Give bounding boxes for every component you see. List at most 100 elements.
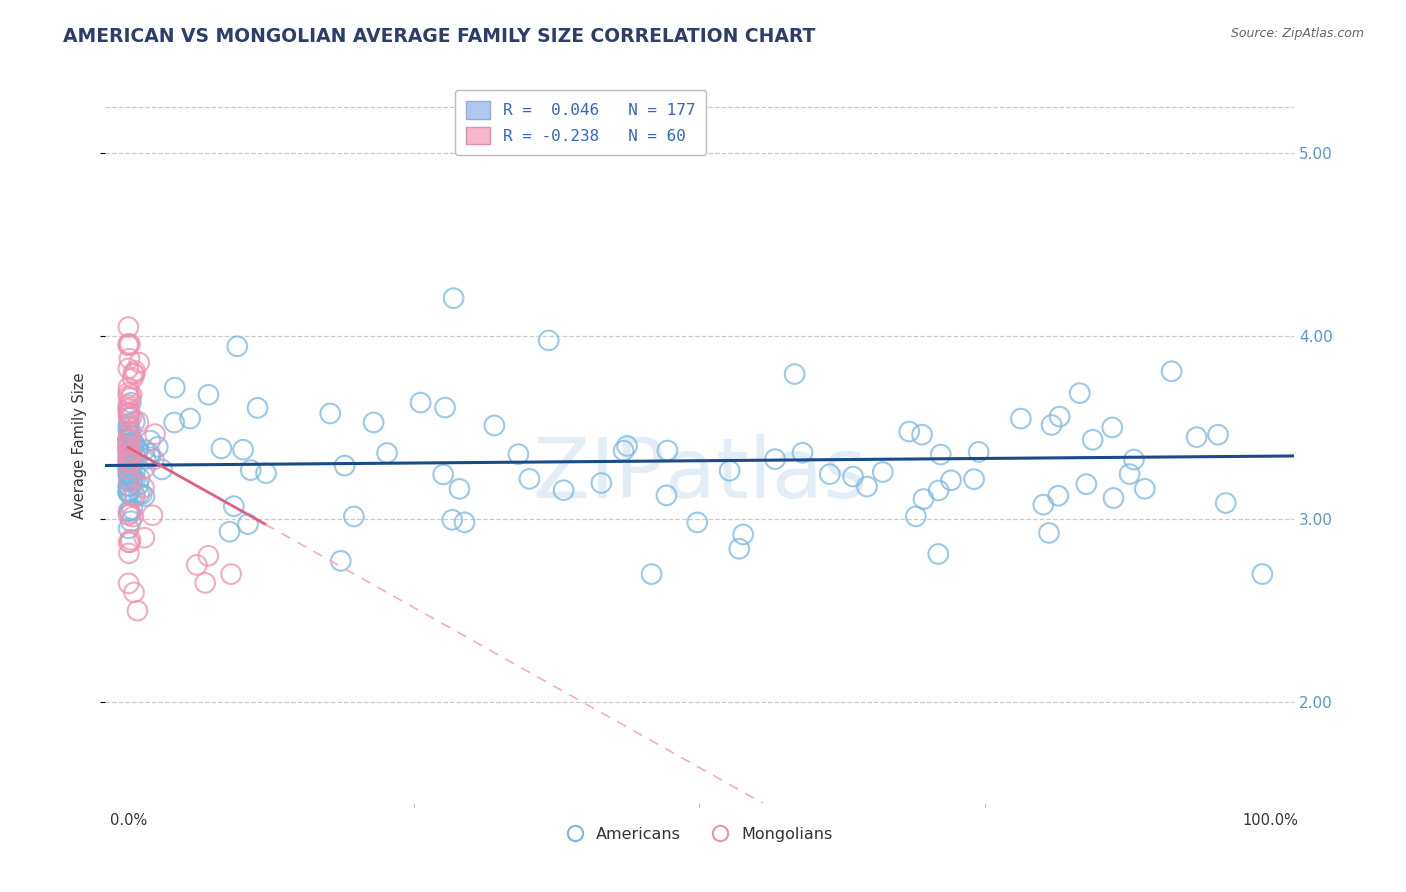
Point: [1215, 496, 1237, 510]
Point: [122, 366, 145, 380]
Point: [1038, 525, 1060, 540]
Point: [120, 470, 142, 484]
Point: [118, 410, 141, 425]
Point: [686, 516, 709, 530]
Point: [120, 395, 142, 409]
Point: [163, 416, 186, 430]
Point: [117, 485, 139, 500]
Point: [117, 406, 139, 420]
Point: [121, 435, 143, 450]
Point: [134, 489, 156, 503]
Point: [124, 447, 146, 461]
Point: [117, 462, 139, 476]
Point: [117, 361, 139, 376]
Point: [117, 424, 139, 438]
Point: [655, 488, 678, 502]
Point: [117, 385, 139, 400]
Point: [117, 455, 139, 469]
Point: [134, 531, 156, 545]
Point: [117, 480, 139, 494]
Point: [118, 442, 141, 456]
Point: [519, 472, 541, 486]
Point: [124, 415, 146, 429]
Point: [118, 337, 141, 351]
Point: [122, 585, 145, 599]
Point: [120, 514, 142, 528]
Point: [232, 442, 254, 457]
Point: [120, 446, 142, 460]
Point: [818, 467, 841, 482]
Point: [117, 466, 139, 480]
Point: [127, 442, 149, 457]
Point: [963, 472, 986, 486]
Point: [124, 464, 146, 478]
Point: [1081, 433, 1104, 447]
Point: [127, 478, 149, 492]
Point: [246, 401, 269, 415]
Point: [118, 442, 141, 457]
Point: [124, 367, 146, 381]
Point: [118, 449, 141, 463]
Point: [143, 427, 166, 442]
Point: [117, 461, 139, 475]
Point: [118, 486, 141, 500]
Point: [117, 452, 139, 467]
Point: [117, 439, 139, 453]
Point: [146, 440, 169, 454]
Point: [117, 390, 139, 404]
Point: [117, 398, 139, 412]
Point: [343, 509, 366, 524]
Point: [150, 462, 173, 476]
Point: [432, 467, 454, 482]
Point: [792, 446, 814, 460]
Point: [117, 419, 139, 434]
Point: [118, 468, 141, 483]
Point: [128, 487, 150, 501]
Point: [222, 499, 245, 513]
Point: [118, 436, 141, 450]
Point: [121, 388, 143, 402]
Point: [939, 473, 962, 487]
Point: [121, 472, 143, 486]
Point: [118, 444, 141, 458]
Point: [1160, 364, 1182, 378]
Point: [118, 535, 141, 549]
Point: [239, 463, 262, 477]
Point: [121, 502, 143, 516]
Point: [1040, 417, 1063, 432]
Point: [118, 457, 141, 471]
Point: [375, 446, 398, 460]
Point: [186, 558, 208, 572]
Point: [120, 458, 142, 472]
Point: [118, 471, 141, 485]
Point: [209, 442, 232, 456]
Point: [117, 447, 139, 461]
Point: [197, 388, 219, 402]
Point: [120, 455, 142, 469]
Point: [127, 442, 149, 456]
Point: [1133, 482, 1156, 496]
Point: [134, 460, 156, 475]
Point: [117, 381, 139, 395]
Point: [124, 489, 146, 503]
Point: [117, 432, 139, 446]
Point: [898, 425, 921, 439]
Point: [117, 434, 139, 448]
Point: [1076, 477, 1098, 491]
Point: [118, 452, 141, 467]
Point: [128, 471, 150, 485]
Point: [449, 482, 471, 496]
Point: [453, 516, 475, 530]
Point: [591, 475, 613, 490]
Point: [904, 509, 927, 524]
Point: [120, 455, 142, 469]
Point: [120, 455, 142, 469]
Point: [927, 547, 949, 561]
Point: [117, 455, 139, 469]
Point: [118, 474, 141, 488]
Point: [118, 460, 141, 475]
Point: [333, 458, 356, 473]
Point: [1032, 498, 1054, 512]
Point: [117, 436, 139, 450]
Point: [1101, 420, 1123, 434]
